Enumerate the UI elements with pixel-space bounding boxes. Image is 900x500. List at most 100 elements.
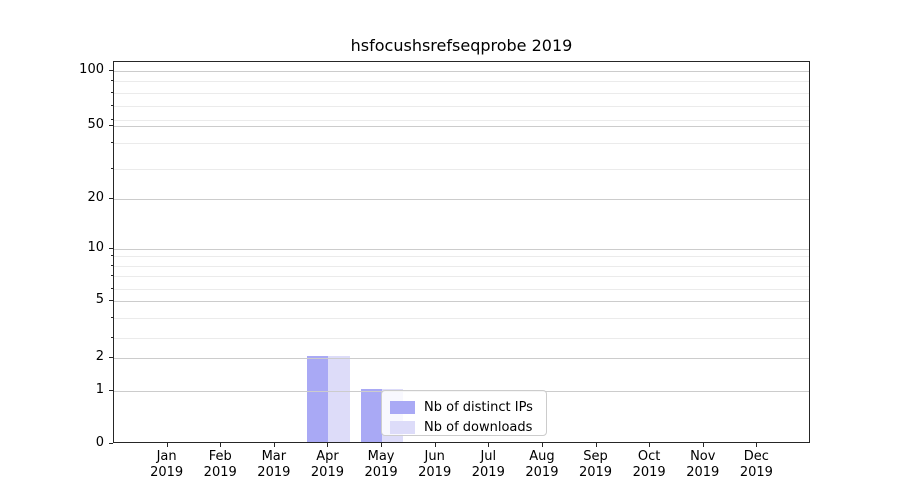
y-tick-mark (109, 443, 113, 444)
y-tick-mark (109, 69, 113, 71)
x-tick-mark-jan (166, 443, 168, 447)
x-tick-mark-jun (434, 443, 436, 447)
x-tick-label-oct: Oct 2019 (622, 449, 676, 480)
x-tick-month: Feb (208, 449, 232, 464)
x-tick-label-jul: Jul 2019 (461, 449, 515, 480)
minor-gridline (114, 119, 809, 121)
y-tick-label-5: 5 (95, 292, 104, 308)
x-tick-mark-feb (220, 443, 222, 447)
y-tick-label-2: 2 (95, 349, 104, 364)
x-tick-month: Aug (529, 449, 555, 464)
y-minor-tick-mark (110, 91, 113, 93)
y-tick-label-10: 10 (87, 239, 104, 255)
y-tick-mark (109, 197, 113, 199)
x-tick-label-dec: Dec 2019 (729, 449, 783, 480)
x-tick-mark-mar (273, 443, 275, 447)
x-tick-month: Apr (316, 449, 339, 464)
plot-area (113, 61, 810, 443)
legend-swatch-distinct-ips (390, 400, 415, 414)
y-minor-tick-mark (110, 255, 113, 257)
minor-gridline (114, 288, 809, 290)
y-tick-label-50: 50 (87, 116, 104, 132)
legend-item-downloads: Nb of downloads (390, 418, 537, 436)
minor-gridline (114, 275, 809, 277)
x-tick-label-jan: Jan 2019 (140, 449, 194, 480)
x-tick-mark-dec (756, 443, 758, 447)
minor-gridline (114, 337, 809, 339)
y-tick-mark (109, 247, 113, 249)
x-tick-label-mar: Mar 2019 (247, 449, 301, 480)
minor-gridline (114, 142, 809, 144)
minor-gridline (114, 318, 809, 320)
bar-apr-downloads (328, 356, 350, 442)
legend-item-distinct-ips: Nb of distinct IPs (390, 398, 537, 416)
major-gridline (114, 248, 809, 250)
grid-layer (114, 62, 809, 442)
x-tick-year: 2019 (150, 464, 184, 480)
x-tick-month: Sep (583, 449, 608, 464)
bar-may-distinct-ips (360, 389, 383, 442)
x-tick-mark-sep (595, 443, 597, 447)
x-tick-mark-aug (541, 443, 543, 447)
major-gridline (114, 358, 809, 359)
major-gridline (114, 70, 809, 72)
x-tick-year: 2019 (203, 464, 237, 480)
x-tick-label-sep: Sep 2019 (569, 449, 623, 480)
x-tick-year: 2019 (418, 464, 452, 480)
legend: Nb of distinct IPs Nb of downloads (381, 390, 547, 436)
x-tick-mark-jul (488, 443, 490, 447)
x-tick-year: 2019 (364, 464, 398, 480)
x-tick-mark-may (381, 443, 383, 447)
x-tick-month: May (367, 449, 395, 464)
x-tick-month: Jun (424, 449, 445, 464)
x-tick-year: 2019 (578, 464, 613, 480)
x-tick-year: 2019 (471, 464, 505, 480)
x-tick-label-feb: Feb 2019 (193, 449, 247, 480)
minor-gridline (114, 168, 809, 170)
y-minor-tick-mark (110, 79, 113, 81)
major-gridline (114, 301, 809, 303)
y-minor-tick-mark (110, 317, 113, 319)
x-tick-month: Dec (743, 449, 769, 464)
major-gridline (114, 198, 809, 200)
minor-gridline (114, 80, 809, 82)
y-tick-label-100: 100 (79, 61, 104, 77)
x-tick-mark-oct (649, 443, 651, 447)
minor-gridline (114, 265, 809, 267)
x-tick-year: 2019 (686, 464, 720, 480)
y-tick-mark (109, 300, 113, 302)
x-tick-year: 2019 (739, 464, 773, 480)
x-tick-label-may: May 2019 (354, 449, 408, 480)
chart-title: hsfocushsrefseqprobe 2019 (350, 36, 573, 55)
y-minor-tick-mark (110, 105, 113, 106)
x-tick-month: Jan (156, 449, 177, 464)
x-tick-month: Nov (690, 449, 716, 464)
y-tick-label-0: 0 (95, 435, 104, 450)
x-tick-month: Mar (261, 449, 287, 464)
x-tick-mark-nov (702, 443, 704, 447)
x-tick-label-apr: Apr 2019 (300, 449, 354, 480)
y-tick-mark (109, 124, 113, 126)
y-minor-tick-mark (110, 274, 113, 276)
x-tick-year: 2019 (525, 464, 559, 480)
y-tick-mark (109, 390, 113, 392)
y-minor-tick-mark (110, 287, 113, 289)
x-tick-month: Jul (480, 449, 497, 464)
minor-gridline (114, 92, 809, 94)
x-tick-mark-apr (327, 443, 329, 447)
x-tick-label-nov: Nov 2019 (676, 449, 730, 480)
legend-swatch-downloads (390, 420, 415, 434)
y-minor-tick-mark (110, 264, 113, 266)
bar-apr-distinct-ips (307, 356, 329, 442)
legend-label-distinct-ips: Nb of distinct IPs (424, 399, 533, 415)
y-tick-label-1: 1 (95, 382, 104, 398)
y-minor-tick-mark (110, 336, 113, 338)
y-tick-label-20: 20 (87, 189, 104, 205)
x-tick-year: 2019 (257, 464, 291, 480)
y-minor-tick-mark (110, 141, 113, 143)
minor-gridline (114, 256, 809, 258)
x-tick-label-aug: Aug 2019 (515, 449, 569, 480)
y-tick-mark (109, 357, 113, 358)
x-tick-year: 2019 (632, 464, 666, 480)
